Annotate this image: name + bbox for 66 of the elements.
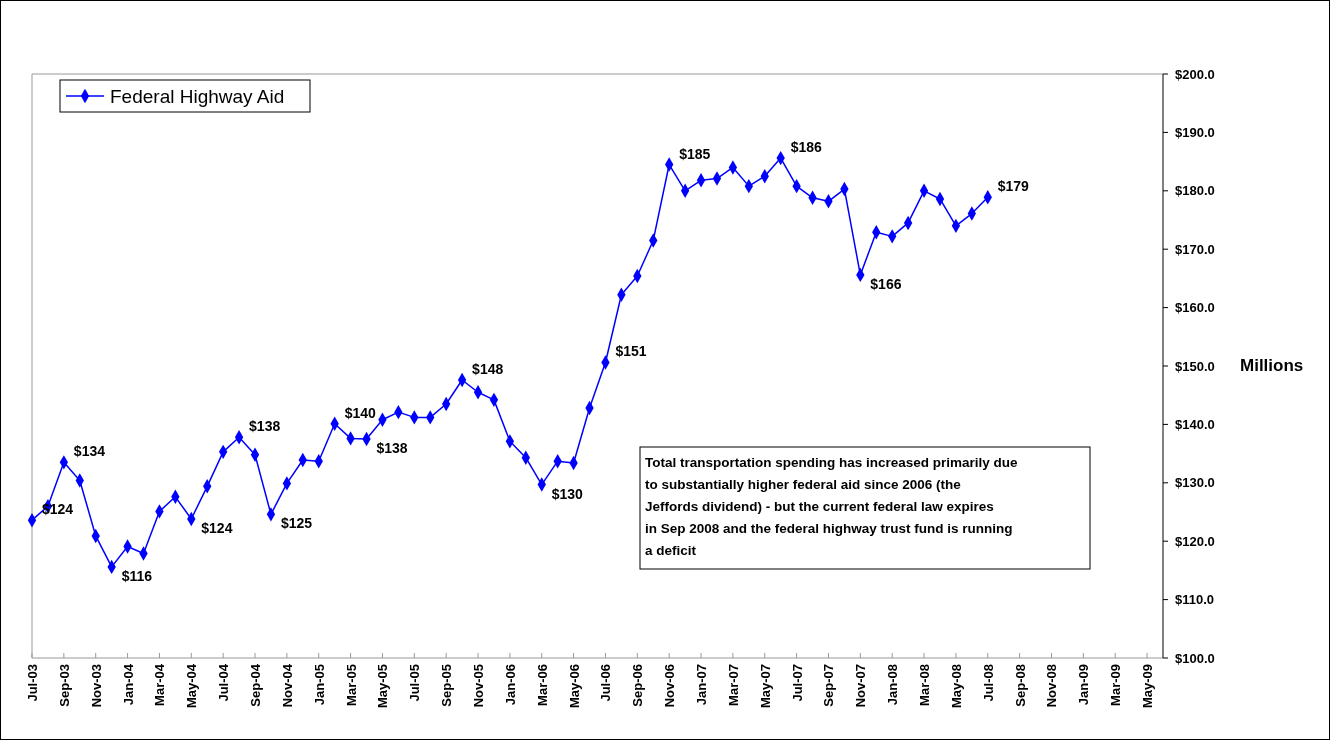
legend-label: Federal Highway Aid — [110, 85, 285, 107]
data-label: $138 — [376, 440, 408, 456]
y-tick-label: $170.0 — [1175, 241, 1215, 257]
y-tick-label: $190.0 — [1175, 124, 1215, 140]
x-tick-label: Nov-08 — [1044, 664, 1060, 708]
annotation: Total transportation spending has increased primarily due to substantially higher federal aid since 2006 (the Jeffords dividend) - but the current federal law expires in Sep 2008 and the federal highway trust fund is running a deficit — [645, 455, 1019, 558]
x-tick-label: Jan-09 — [1076, 664, 1092, 706]
x-tick-label: May-04 — [184, 663, 200, 709]
data-label: $124 — [42, 501, 74, 518]
data-label: $138 — [249, 418, 281, 435]
x-tick-label: Mar-08 — [917, 664, 933, 706]
y-tick-label: $130.0 — [1175, 475, 1215, 491]
x-tick-label: Sep-06 — [630, 664, 646, 707]
data-label: $140 — [344, 404, 377, 421]
x-tick-label: Sep-04 — [248, 663, 264, 707]
x-tick-label: Jan-05 — [311, 664, 327, 706]
x-tick-label: Jul-08 — [980, 664, 996, 702]
x-tick-label: Sep-05 — [439, 664, 455, 707]
y-tick-label: $180.0 — [1175, 183, 1215, 199]
x-tick-label: May-06 — [566, 664, 582, 709]
x-tick-label: Mar-06 — [534, 664, 550, 706]
x-tick-label: Jan-04 — [120, 663, 136, 706]
x-tick-label: Mar-09 — [1108, 664, 1124, 706]
y-tick-label: $140.0 — [1175, 416, 1215, 432]
x-tick-label: Jul-05 — [407, 664, 423, 702]
data-label: $185 — [679, 145, 711, 162]
y-tick-label: $160.0 — [1175, 300, 1215, 316]
x-tick-label: Nov-05 — [471, 664, 487, 708]
data-label: $124 — [201, 520, 233, 537]
data-label: $148 — [472, 361, 504, 378]
x-tick-label: May-07 — [757, 664, 773, 709]
x-tick-label: Jul-03 — [25, 664, 40, 702]
x-tick-label: May-09 — [1140, 664, 1156, 709]
data-label: $179 — [997, 178, 1030, 195]
y-tick-label: $150.0 — [1175, 358, 1215, 374]
x-tick-label: Mar-05 — [343, 664, 359, 706]
x-tick-label: Sep-07 — [821, 664, 837, 707]
x-tick-label: Jul-04 — [216, 663, 232, 702]
x-tick-label: Jan-07 — [694, 664, 710, 706]
y-axis-title: Millions — [1240, 356, 1304, 375]
y-tick-label: $200.0 — [1175, 66, 1215, 82]
data-label: $166 — [870, 275, 902, 292]
x-tick-label: Mar-04 — [152, 663, 168, 706]
data-label: $125 — [280, 515, 313, 532]
x-tick-label: Nov-04 — [279, 663, 295, 708]
x-tick-label: May-08 — [948, 664, 964, 709]
x-tick-label: Sep-08 — [1012, 664, 1028, 707]
x-tick-label: Nov-03 — [88, 664, 104, 708]
data-label: $134 — [73, 443, 106, 460]
data-label: $116 — [121, 567, 153, 584]
y-tick-label: $110.0 — [1175, 592, 1215, 608]
x-tick-label: Jul-06 — [598, 664, 614, 702]
y-tick-label: $120.0 — [1175, 533, 1215, 549]
x-tick-label: Sep-03 — [56, 664, 72, 707]
data-label: $130 — [551, 485, 584, 502]
x-tick-label: Nov-07 — [853, 664, 869, 708]
x-tick-label: Jul-07 — [789, 664, 805, 702]
x-tick-label: May-05 — [375, 664, 391, 709]
data-label: $151 — [615, 343, 647, 360]
x-tick-label: Mar-07 — [725, 664, 741, 706]
x-tick-label: Nov-06 — [662, 664, 678, 708]
x-tick-label: Jan-08 — [885, 664, 901, 706]
y-tick-label: $100.0 — [1175, 650, 1215, 666]
note-box: Total transportation spending has increased primarily due to substantially higher federal aid since 2006 (the Jeffords dividend) - but the current federal law expires in Sep 2008 and the federal highway trust fund is running a deficit — [639, 446, 1091, 570]
x-tick-label: Jan-06 — [502, 664, 518, 706]
data-label: $186 — [790, 139, 823, 156]
